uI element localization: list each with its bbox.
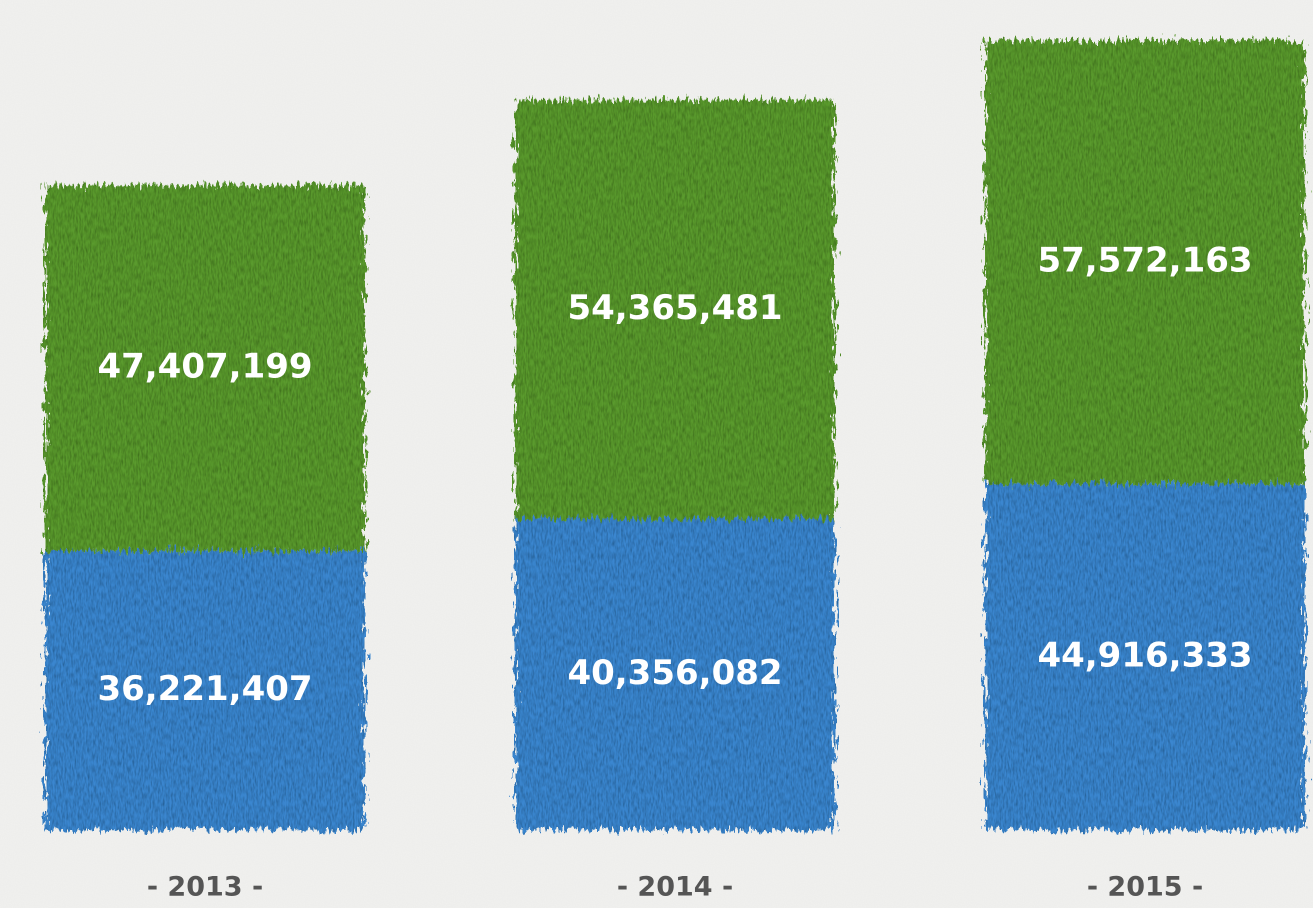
value-label: 47,407,199 <box>97 347 312 387</box>
bar-segment <box>515 518 835 830</box>
x-tick-label: - 2013 - <box>147 872 263 903</box>
bar-segment <box>515 99 835 519</box>
x-tick-label: - 2015 - <box>1087 872 1203 903</box>
bar-segment <box>45 550 365 830</box>
value-label: 57,572,163 <box>1037 240 1252 280</box>
value-label: 54,365,481 <box>567 288 782 328</box>
bar-segment <box>985 40 1305 484</box>
value-label: 40,356,082 <box>567 653 782 693</box>
x-tick-label: - 2014 - <box>617 872 733 903</box>
value-label: 44,916,333 <box>1037 635 1252 675</box>
value-label: 36,221,407 <box>97 669 312 709</box>
bar-segment <box>985 483 1305 830</box>
bar-segment <box>45 185 365 551</box>
